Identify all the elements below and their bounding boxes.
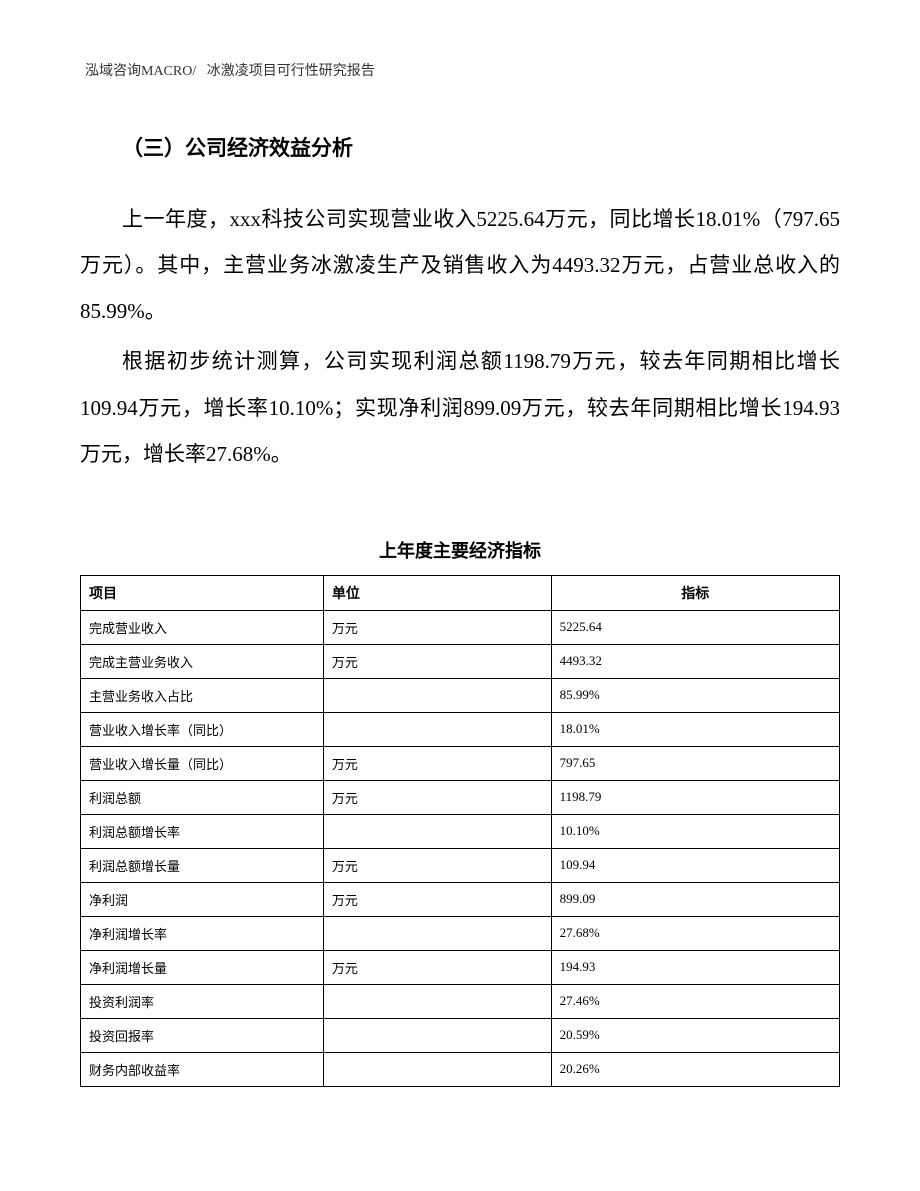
table-cell (323, 916, 551, 950)
table-cell: 主营业务收入占比 (81, 678, 324, 712)
table-cell: 899.09 (551, 882, 839, 916)
table-cell: 营业收入增长量（同比） (81, 746, 324, 780)
header-report-title: 冰激凌项目可行性研究报告 (207, 64, 375, 79)
page-header: 泓域咨询MACRO/ 冰激凌项目可行性研究报告 (80, 60, 840, 80)
table-cell: 万元 (323, 882, 551, 916)
economic-indicators-table: 项目 单位 指标 完成营业收入 万元 5225.64 完成主营业务收入 万元 4… (80, 575, 840, 1087)
table-cell: 净利润 (81, 882, 324, 916)
table-cell: 利润总额增长量 (81, 848, 324, 882)
table-row: 利润总额 万元 1198.79 (81, 780, 840, 814)
table-cell: 万元 (323, 848, 551, 882)
table-header-indicator: 指标 (551, 575, 839, 610)
table-row: 财务内部收益率 20.26% (81, 1052, 840, 1086)
table-cell: 1198.79 (551, 780, 839, 814)
table-row: 营业收入增长量（同比） 万元 797.65 (81, 746, 840, 780)
table-cell: 投资回报率 (81, 1018, 324, 1052)
header-company: 泓域咨询MACRO/ (85, 64, 196, 79)
table-cell: 营业收入增长率（同比） (81, 712, 324, 746)
table-row: 营业收入增长率（同比） 18.01% (81, 712, 840, 746)
table-cell: 万元 (323, 644, 551, 678)
table-cell (323, 712, 551, 746)
table-cell: 797.65 (551, 746, 839, 780)
table-cell: 18.01% (551, 712, 839, 746)
table-cell (323, 678, 551, 712)
table-cell: 27.46% (551, 984, 839, 1018)
table-cell (323, 814, 551, 848)
table-cell: 5225.64 (551, 610, 839, 644)
page-container: 泓域咨询MACRO/ 冰激凌项目可行性研究报告 （三）公司经济效益分析 上一年度… (0, 0, 920, 1147)
table-header-project: 项目 (81, 575, 324, 610)
table-row: 净利润增长率 27.68% (81, 916, 840, 950)
table-cell: 20.26% (551, 1052, 839, 1086)
table-cell: 万元 (323, 746, 551, 780)
table-cell: 109.94 (551, 848, 839, 882)
table-cell: 85.99% (551, 678, 839, 712)
table-cell: 财务内部收益率 (81, 1052, 324, 1086)
table-cell: 194.93 (551, 950, 839, 984)
table-cell: 净利润增长量 (81, 950, 324, 984)
table-cell: 完成主营业务收入 (81, 644, 324, 678)
table-cell: 万元 (323, 950, 551, 984)
table-row: 主营业务收入占比 85.99% (81, 678, 840, 712)
table-row: 投资回报率 20.59% (81, 1018, 840, 1052)
table-cell: 利润总额增长率 (81, 814, 324, 848)
table-cell (323, 1052, 551, 1086)
table-cell: 20.59% (551, 1018, 839, 1052)
table-row: 利润总额增长率 10.10% (81, 814, 840, 848)
table-cell: 4493.32 (551, 644, 839, 678)
table-body: 完成营业收入 万元 5225.64 完成主营业务收入 万元 4493.32 主营… (81, 610, 840, 1086)
table-cell (323, 984, 551, 1018)
table-cell: 10.10% (551, 814, 839, 848)
table-cell: 万元 (323, 780, 551, 814)
table-cell: 投资利润率 (81, 984, 324, 1018)
paragraph-1: 上一年度，xxx科技公司实现营业收入5225.64万元，同比增长18.01%（7… (80, 196, 840, 335)
table-row: 净利润增长量 万元 194.93 (81, 950, 840, 984)
table-row: 投资利润率 27.46% (81, 984, 840, 1018)
table-row: 完成主营业务收入 万元 4493.32 (81, 644, 840, 678)
table-cell (323, 1018, 551, 1052)
table-row: 利润总额增长量 万元 109.94 (81, 848, 840, 882)
table-row: 净利润 万元 899.09 (81, 882, 840, 916)
table-header-unit: 单位 (323, 575, 551, 610)
paragraph-2: 根据初步统计测算，公司实现利润总额1198.79万元，较去年同期相比增长109.… (80, 338, 840, 477)
table-cell: 万元 (323, 610, 551, 644)
table-row: 完成营业收入 万元 5225.64 (81, 610, 840, 644)
table-header-row: 项目 单位 指标 (81, 575, 840, 610)
table-cell: 净利润增长率 (81, 916, 324, 950)
table-cell: 利润总额 (81, 780, 324, 814)
table-title: 上年度主要经济指标 (80, 537, 840, 563)
section-title: （三）公司经济效益分析 (80, 130, 840, 168)
table-cell: 完成营业收入 (81, 610, 324, 644)
table-cell: 27.68% (551, 916, 839, 950)
